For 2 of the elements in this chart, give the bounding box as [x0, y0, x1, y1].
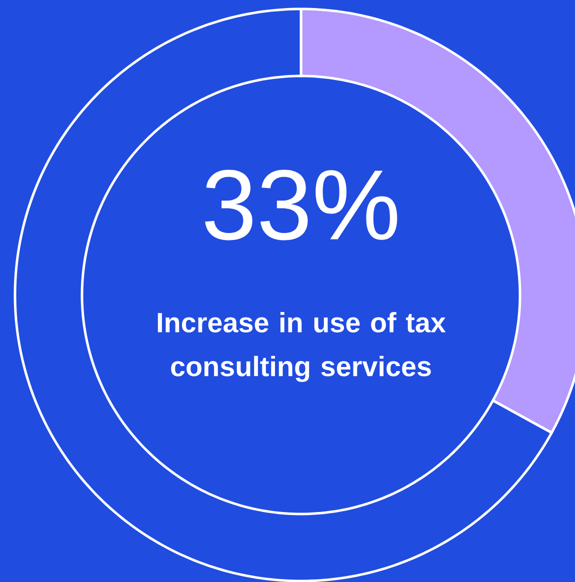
text: Increase in use of tax consulting services: [158, 312, 446, 382]
data-label: 33%: [205, 170, 398, 240]
